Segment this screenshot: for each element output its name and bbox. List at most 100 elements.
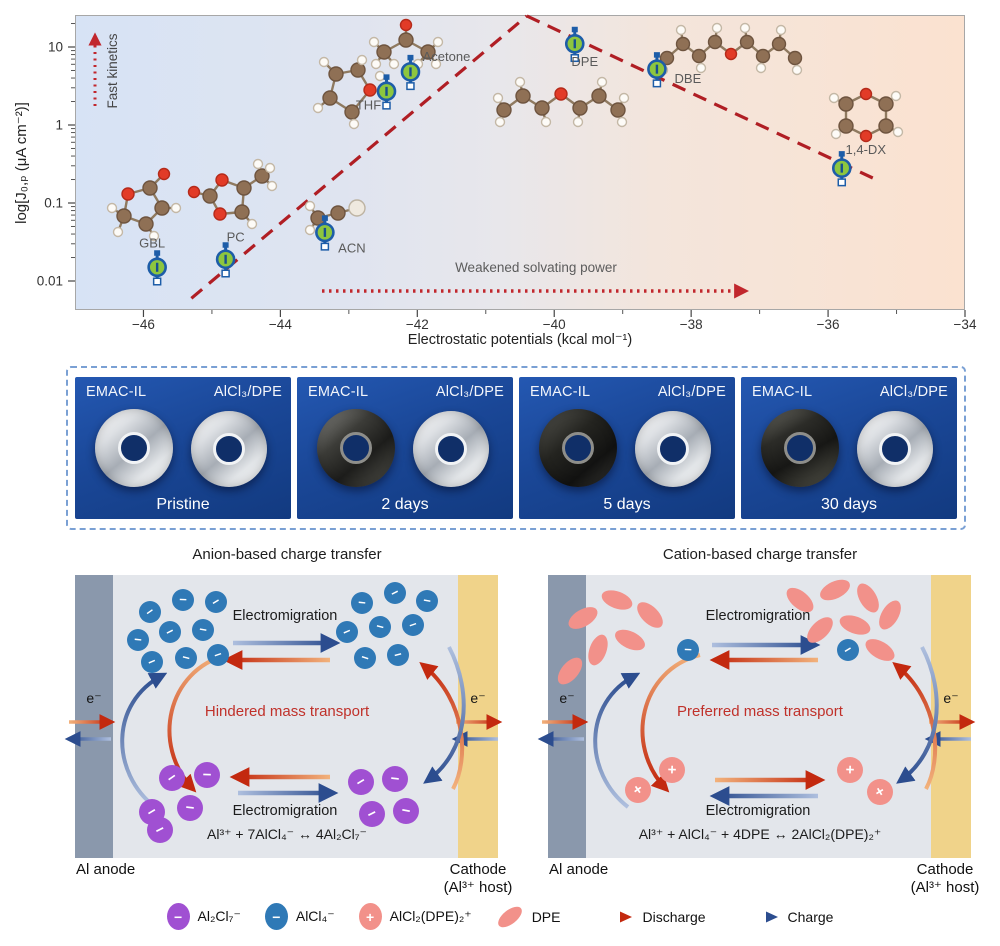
charge-loop-right <box>423 646 466 784</box>
washer-hole <box>657 433 689 465</box>
cathode-label: Cathode (Al³⁺ host) <box>910 861 980 896</box>
y-tick-label: 0.01 <box>37 274 63 289</box>
sample-label-emac-il: EMAC-IL <box>752 384 813 400</box>
svg-text:−: − <box>133 632 143 648</box>
dpe-molecule <box>615 629 645 651</box>
point-label: ACN <box>338 240 365 255</box>
x-tick-label: −40 <box>543 317 566 332</box>
legend-item-alcl4: − AlCl₄⁻ <box>264 903 335 930</box>
photo-caption: Pristine <box>156 496 210 513</box>
alcl4-ion: − <box>141 651 163 673</box>
washer-emac-il <box>317 409 395 487</box>
data-point-acetone: Acetone <box>400 49 471 91</box>
svg-text:−: − <box>198 621 208 637</box>
y-tick-label: 1 <box>55 118 63 133</box>
dpe-molecule <box>588 634 608 666</box>
point-label: DPE <box>571 54 598 69</box>
electron-label-cathode: e⁻ <box>470 690 486 706</box>
purple-anion-icon: − <box>166 903 190 930</box>
blue-anion-icon: − <box>264 903 288 930</box>
al2cl7-ion: − <box>194 762 220 788</box>
axis-ticks: −46 −44 −42 −40 −38 −36 −34 10 1 0.1 0.01 <box>37 23 977 332</box>
molecule-pc <box>187 158 278 230</box>
alcl2dpe2-ion: + <box>659 757 685 783</box>
dpe-molecule-icon <box>494 902 526 931</box>
alcl4-ion: − <box>402 614 424 636</box>
data-point-1-4-dx: 1,4-DX <box>831 142 887 187</box>
alcl4-ion: − <box>172 589 194 611</box>
svg-text:−: − <box>400 802 412 820</box>
anion-diagram-title: Anion-based charge transfer <box>192 546 382 563</box>
sample-label-alcl3-dpe: AlCl₃/DPE <box>213 384 282 400</box>
data-point-dpe: DPE <box>564 26 598 69</box>
dpe-molecule <box>820 579 850 601</box>
al2cl7-ion: − <box>348 769 374 795</box>
svg-text:+: + <box>667 761 677 778</box>
washer-hole <box>879 433 911 465</box>
washer-alcl3-dpe <box>413 411 489 487</box>
washer-emac-il <box>539 409 617 487</box>
point-label: THF <box>356 97 381 112</box>
washer-hole <box>118 432 150 464</box>
y-tick-label: 0.1 <box>44 196 63 211</box>
cation-mechanism-diagram: − − + + + + Electromigration Electromigration… <box>537 575 976 858</box>
washer-hole <box>784 432 816 464</box>
alcl2dpe2-ion: + <box>867 779 893 805</box>
x-tick-label: −36 <box>817 317 840 332</box>
corrosion-photo-strip: EMAC-IL AlCl₃/DPE Pristine EMAC-IL AlCl₃/DPE… <box>66 366 966 530</box>
alcl4-ion: − <box>175 647 197 669</box>
y-tick-label: 10 <box>48 40 63 55</box>
x-tick-label: −44 <box>269 317 292 332</box>
dpe-molecule <box>786 587 814 613</box>
electromigration-top-label: Electromigration <box>705 608 811 624</box>
point-label: Acetone <box>423 49 471 64</box>
svg-text:+: + <box>845 761 855 778</box>
washer-emac-il <box>761 409 839 487</box>
molecule-dbe <box>657 22 803 76</box>
sample-label-emac-il: EMAC-IL <box>308 384 369 400</box>
x-tick-label: −42 <box>406 317 429 332</box>
cathode-label: Cathode (Al³⁺ host) <box>443 861 513 896</box>
legend-item-al2cl7: − Al₂Cl₇⁻ <box>166 903 241 930</box>
legend-item-discharge: Discharge <box>584 909 706 925</box>
sample-label-emac-il: EMAC-IL <box>530 384 591 400</box>
alcl4-ion: − <box>207 644 229 666</box>
charge-loop-left <box>120 672 168 809</box>
washer-hole <box>213 433 245 465</box>
point-label: 1,4-DX <box>846 142 887 157</box>
dpe-molecule <box>839 615 871 635</box>
data-point-pc: PC <box>215 229 245 278</box>
weakened-solvation-label: Weakened solvating power <box>455 260 617 275</box>
charge-loop-left <box>593 672 641 809</box>
data-point-dbe: DBE <box>647 52 702 88</box>
data-point-acn: ACN <box>315 215 366 255</box>
sample-label-alcl3-dpe: AlCl₃/DPE <box>435 384 504 400</box>
electron-label-anode: e⁻ <box>559 690 575 706</box>
x-tick-label: −38 <box>680 317 703 332</box>
alcl4-ion: − <box>192 619 214 641</box>
alcl4-ion: − <box>384 582 406 604</box>
electromigration-top-label: Electromigration <box>232 608 338 624</box>
anion-mechanism-diagram: − − − − − − − − − − − − − − − − − − − − − − − − − − Electromigrat… <box>64 575 503 858</box>
aging-photo-2-days: EMAC-IL AlCl₃/DPE 2 days <box>297 377 513 519</box>
volcano-trend-line <box>526 14 877 181</box>
charge-loop-right <box>896 646 939 784</box>
point-label: PC <box>227 229 245 244</box>
svg-text:−: − <box>390 770 401 788</box>
scatter-chart-panel: log[J₀,ₚ (μA cm⁻²)] −46 −44 −42 −40 −38 −36 −3… <box>0 0 1000 360</box>
legend-item-dpe: DPE <box>494 902 560 931</box>
aging-photo-pristine: EMAC-IL AlCl₃/DPE Pristine <box>75 377 291 519</box>
washer-alcl3-dpe <box>857 411 933 487</box>
cation-diagram-canvas: − − + + + + <box>537 579 976 809</box>
alcl2dpe2-ion: + <box>625 777 651 803</box>
x-tick-label: −46 <box>132 317 155 332</box>
alcl2dpe2-ion: + <box>837 757 863 783</box>
alcl4-ion: − <box>369 616 391 638</box>
dpe-molecule <box>601 590 633 610</box>
anion-diagram-canvas: −− −− − −− − −−− −− − −− −− −− −−− −− − <box>64 582 503 843</box>
dpe-molecule <box>568 607 598 629</box>
dpe-molecule <box>879 600 901 630</box>
electromigration-bottom-label: Electromigration <box>232 803 338 819</box>
molecule-acetone <box>368 18 444 70</box>
discharge-loop-right <box>892 661 938 790</box>
